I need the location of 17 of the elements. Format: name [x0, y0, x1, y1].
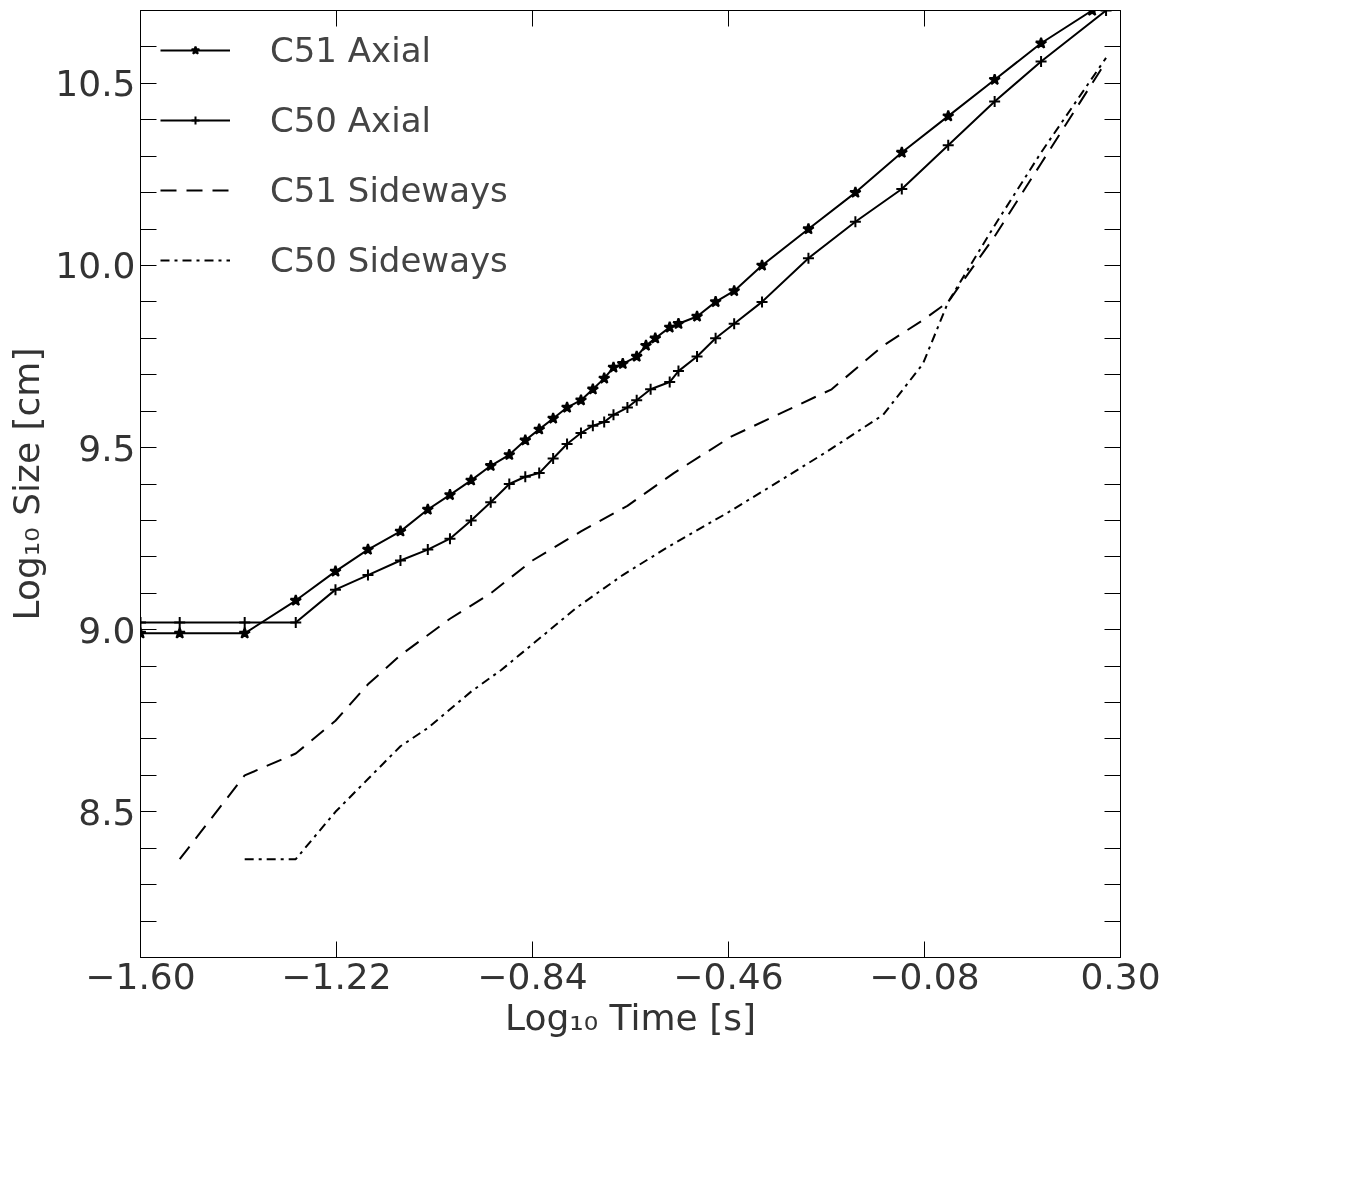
x-tick-label: −0.08 [869, 955, 980, 997]
y-tick-label: 10.5 [55, 63, 136, 105]
x-tick-label: −1.60 [85, 955, 196, 997]
y-tick-label: 10.0 [55, 245, 136, 287]
x-tick-label: −0.84 [477, 955, 588, 997]
legend-label: C50 Sideways [270, 240, 508, 280]
y-tick-label: 9.0 [78, 609, 136, 651]
x-tick-label: 0.30 [1080, 955, 1161, 997]
x-tick-label: −0.46 [673, 955, 784, 997]
y-axis-title: Log₁₀ Size [cm] [6, 347, 48, 621]
legend-label: C50 Axial [270, 100, 431, 140]
legend-label: C51 Sideways [270, 170, 508, 210]
legend-label: C51 Axial [270, 30, 431, 70]
x-axis-title: Log₁₀ Time [s] [505, 996, 756, 1038]
y-tick-label: 9.5 [78, 427, 136, 469]
x-tick-label: −1.22 [281, 955, 392, 997]
y-tick-label: 8.5 [78, 791, 136, 833]
